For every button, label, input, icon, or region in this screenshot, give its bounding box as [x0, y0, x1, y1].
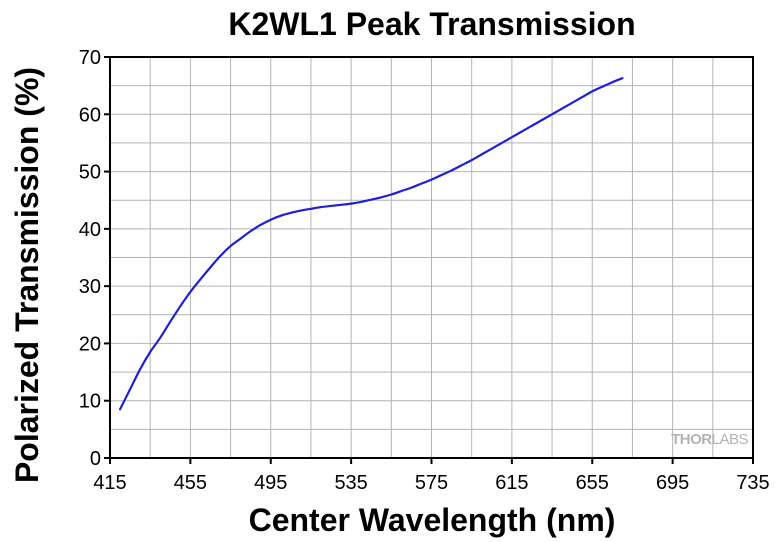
transmission-series-line	[118, 77, 624, 411]
x-tick-label: 655	[576, 472, 609, 494]
y-tick-label: 20	[79, 333, 101, 355]
x-tick-label: 735	[736, 472, 769, 494]
thorlabs-watermark: THORLABS	[671, 431, 748, 448]
y-tick-label: 30	[79, 276, 101, 298]
x-axis-label: Center Wavelength (nm)	[249, 502, 616, 538]
x-tick-label: 695	[656, 472, 689, 494]
y-tick-label: 70	[79, 47, 101, 69]
x-tick-label: 535	[334, 472, 367, 494]
y-axis-label: Polarized Transmission (%)	[9, 67, 45, 483]
tick-label-layer: 415 455 495 535 575 615 655 695 735 0 10 20 30 40 50 60…	[79, 47, 770, 494]
y-tick-label: 40	[79, 219, 101, 241]
watermark-thor: THOR	[671, 431, 712, 448]
y-tick-label: 60	[79, 104, 101, 126]
x-tick-label: 415	[93, 472, 126, 494]
series-layer	[118, 77, 624, 411]
chart-title: K2WL1 Peak Transmission	[228, 6, 635, 42]
watermark-labs: LABS	[712, 431, 749, 448]
y-tick-label: 0	[90, 448, 101, 470]
x-tick-label: 575	[415, 472, 448, 494]
y-tick-label: 50	[79, 162, 101, 184]
y-tick-label: 10	[79, 391, 101, 413]
x-tick-label: 495	[254, 472, 287, 494]
x-tick-label: 455	[174, 472, 207, 494]
x-tick-label: 615	[495, 472, 528, 494]
grid-layer	[109, 56, 754, 459]
axes-layer	[104, 56, 754, 464]
